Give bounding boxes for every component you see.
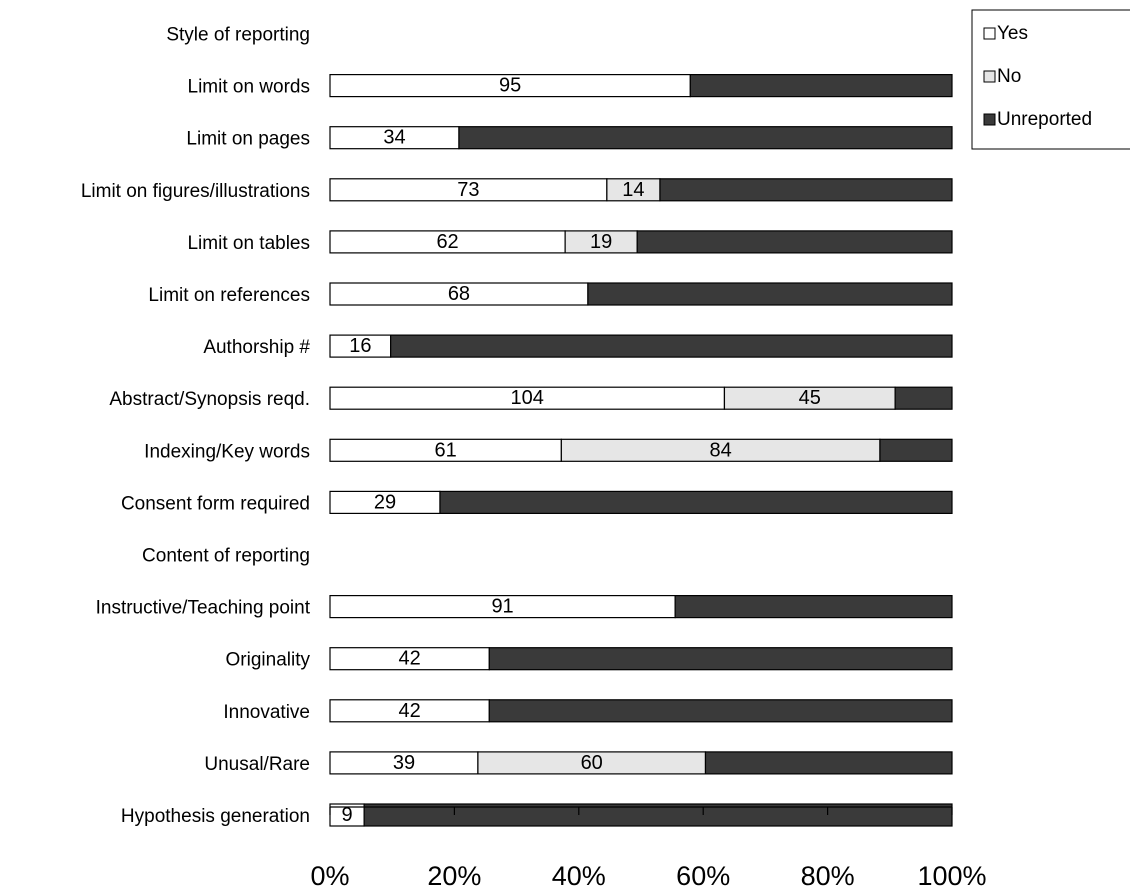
data-label-yes-originality: 42 <box>399 648 421 670</box>
category-label-limit-on-tables: Limit on tables <box>187 233 310 254</box>
legend-swatch-yes <box>983 27 996 40</box>
category-label-limit-on-words: Limit on words <box>188 77 311 98</box>
legend-label-unreported: Unreported <box>997 109 1092 130</box>
data-label-no-indexing-key-words: 84 <box>710 439 732 461</box>
bar-unreported-limit-on-references <box>587 282 953 306</box>
legend-box <box>971 9 1130 150</box>
bar-unreported-abstract-synopsis-reqd <box>894 386 953 410</box>
bar-unreported-limit-on-figures-illustrations <box>659 178 953 202</box>
bar-unreported-unusal-rare <box>704 751 953 775</box>
category-labels: Style of reporting Limit on words Limit on… <box>81 25 311 828</box>
bar-unreported-authorship <box>390 334 953 358</box>
data-label-yes-limit-on-figures-illustrations: 73 <box>457 179 479 201</box>
x-axis: 0% 20% 40% 60% 80% 100% <box>310 806 987 891</box>
data-label-yes-hypothesis-generation: 9 <box>342 804 353 826</box>
category-label-instructive-teaching-point: Instructive/Teaching point <box>96 598 311 619</box>
data-label-no-limit-on-figures-illustrations: 14 <box>622 179 644 201</box>
bar-unreported-limit-on-pages <box>458 126 953 150</box>
category-label-indexing-key-words: Indexing/Key words <box>144 441 310 462</box>
legend: Yes No Unreported <box>971 9 1130 150</box>
category-label-abstract-synopsis-reqd: Abstract/Synopsis reqd. <box>109 389 310 410</box>
data-label-yes-indexing-key-words: 61 <box>435 439 457 461</box>
x-tick-label-5: 100% <box>917 861 986 891</box>
data-labels: 95 34 73 14 62 19 68 16 104 45 61 84 29 91 42 42 39 60 9 <box>342 75 821 826</box>
x-tick-label-0: 0% <box>310 861 349 891</box>
bar-unreported-consent-form-required <box>439 490 953 514</box>
legend-swatch-unreported <box>983 113 996 126</box>
data-label-yes-limit-on-tables: 62 <box>436 231 458 253</box>
legend-swatch-no <box>983 70 996 83</box>
legend-label-no: No <box>997 66 1021 87</box>
data-label-yes-innovative: 42 <box>399 700 421 722</box>
x-tick-label-2: 40% <box>552 861 606 891</box>
bar-unreported-innovative <box>488 699 953 723</box>
data-label-no-limit-on-tables: 19 <box>590 231 612 253</box>
category-label-hypothesis-generation: Hypothesis generation <box>121 806 310 827</box>
data-label-yes-instructive-teaching-point: 91 <box>491 596 513 618</box>
data-label-yes-limit-on-references: 68 <box>448 283 470 305</box>
category-label-originality: Originality <box>226 650 311 671</box>
data-label-yes-limit-on-pages: 34 <box>383 127 405 149</box>
category-label-limit-on-pages: Limit on pages <box>186 129 310 150</box>
bar-unreported-limit-on-words <box>689 73 953 98</box>
bar-unreported-originality <box>488 647 953 671</box>
category-label-style-of-reporting: Style of reporting <box>166 25 310 46</box>
x-tick-label-3: 60% <box>676 861 730 891</box>
data-label-yes-unusal-rare: 39 <box>393 752 415 774</box>
category-label-consent-form-required: Consent form required <box>121 493 310 514</box>
data-label-yes-authorship: 16 <box>349 335 371 357</box>
category-label-innovative: Innovative <box>223 702 310 723</box>
data-label-yes-limit-on-words: 95 <box>499 75 521 97</box>
bar-unreported-limit-on-tables <box>636 230 953 254</box>
category-label-authorship: Authorship # <box>203 337 310 358</box>
category-label-content-of-reporting: Content of reporting <box>142 546 310 567</box>
legend-label-yes: Yes <box>997 23 1028 44</box>
x-tick-label-4: 80% <box>801 861 855 891</box>
bar-unreported-indexing-key-words <box>879 438 953 462</box>
category-label-limit-on-references: Limit on references <box>148 285 310 306</box>
category-label-unusal-rare: Unusal/Rare <box>204 754 310 775</box>
category-label-limit-on-figures-illustrations: Limit on figures/illustrations <box>81 181 310 202</box>
data-label-no-abstract-synopsis-reqd: 45 <box>799 387 821 409</box>
x-tick-label-1: 20% <box>427 861 481 891</box>
data-label-yes-consent-form-required: 29 <box>374 491 396 513</box>
bar-unreported-instructive-teaching-point <box>674 594 953 619</box>
bars <box>329 73 953 827</box>
data-label-no-unusal-rare: 60 <box>581 752 603 774</box>
data-label-yes-abstract-synopsis-reqd: 104 <box>511 387 544 409</box>
